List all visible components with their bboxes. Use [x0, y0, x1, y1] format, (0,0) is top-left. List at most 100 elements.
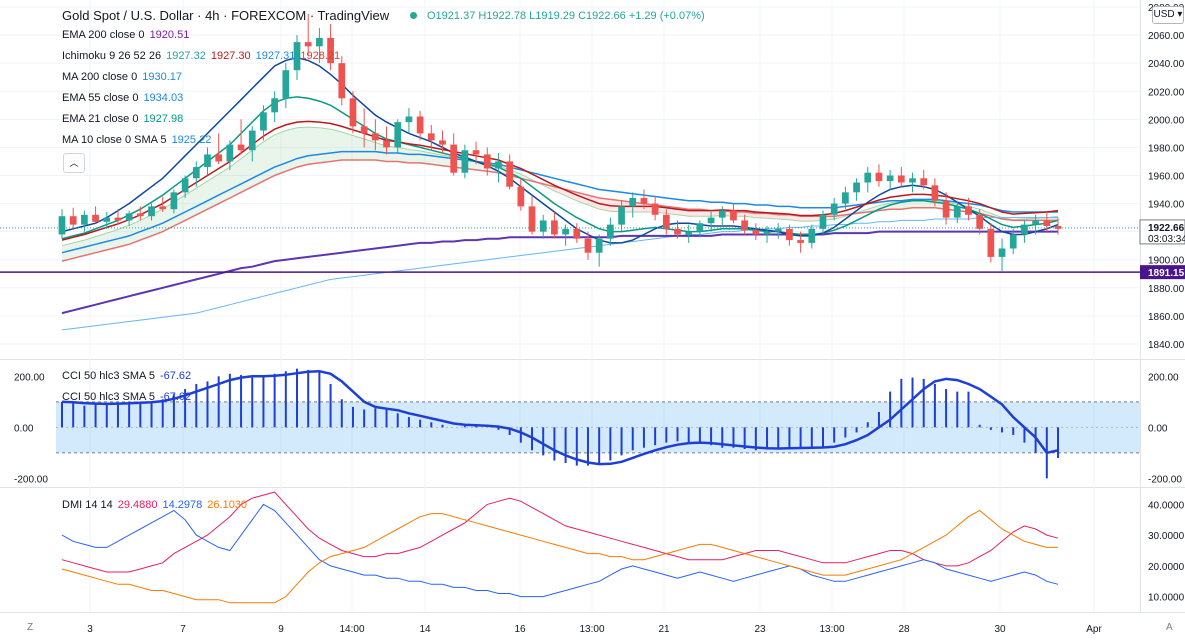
legend-row[interactable]: EMA 55 close 0 1934.03 [62, 91, 188, 105]
chart-title: Gold Spot / U.S. Dollar · 4h · FOREXCOM … [62, 8, 390, 23]
candle [640, 197, 648, 204]
candle [271, 98, 278, 113]
candle [517, 186, 525, 207]
candle [875, 172, 883, 182]
legend-value: 1920.51 [149, 29, 190, 41]
legend-row[interactable]: Ichimoku 9 26 52 26 1927.32 1927.30 1927.31… [62, 49, 345, 63]
candle [551, 220, 558, 235]
last-price-tag [1139, 219, 1185, 245]
candle [125, 213, 133, 221]
ma200-line [61, 217, 1058, 331]
candle [797, 240, 804, 243]
legend-label: CCI 50 hlc3 SMA 5 [62, 370, 155, 382]
legend-row[interactable]: EMA 200 close 0 1920.51 [62, 28, 194, 42]
ema55-line [61, 150, 1058, 254]
cloud-segment [241, 150, 253, 193]
legend-row[interactable]: EMA 21 close 0 1927.98 [62, 112, 188, 126]
cloud-segment [274, 130, 286, 176]
ichimoku-cloud [62, 127, 1058, 262]
time-axis-label: 21 [658, 624, 670, 635]
candle [338, 63, 346, 99]
cloud-segment [297, 127, 309, 168]
legend-label: MA 10 close 0 SMA 5 [62, 134, 167, 146]
candle [853, 182, 860, 193]
cloud-segment [140, 214, 152, 241]
cloud-segment [117, 225, 130, 248]
ema21-line [61, 96, 1059, 240]
ma10-line [61, 56, 1059, 244]
candle [584, 238, 592, 253]
candle [1032, 220, 1039, 225]
candle [539, 220, 547, 232]
candle [81, 214, 88, 225]
candle [248, 130, 256, 151]
candle [819, 214, 827, 229]
cloud-segment [800, 216, 812, 222]
candles [58, 14, 1062, 271]
candle [148, 206, 155, 217]
cloud-segment [129, 220, 141, 245]
candle [360, 126, 368, 134]
candle [607, 224, 614, 239]
zoom-icon[interactable]: Z [27, 622, 34, 633]
dmi-axis-label: 10.0000 [1148, 593, 1185, 604]
candle [573, 228, 581, 239]
candle [282, 70, 290, 99]
symbol-name[interactable]: Gold Spot / U.S. Dollar [62, 8, 194, 23]
time-axis-label: 7 [180, 624, 186, 635]
candle [562, 228, 569, 235]
price-axis-label: 1960.00 [1148, 171, 1185, 182]
candle [595, 238, 603, 253]
legend-row[interactable]: MA 10 close 0 SMA 5 1925.22 [62, 133, 216, 147]
cci-left-axis-label: -200.00 [14, 474, 48, 485]
legend-label: Ichimoku 9 26 52 26 [62, 50, 162, 62]
price-axis-label: 2000.00 [1148, 115, 1185, 126]
support-price-tag [1140, 265, 1185, 280]
cci-legend-row[interactable]: CCI 50 hlc3 SMA 5 -67.62 [62, 369, 196, 383]
time-axis-label: 30 [994, 624, 1006, 635]
cci-bars [61, 368, 1059, 479]
candle [204, 154, 211, 168]
interval[interactable]: 4h [205, 8, 220, 23]
cci-legend-row[interactable]: CCI 50 hlc3 SMA 5 -67.62 [62, 390, 196, 404]
time-axis-label: 9 [278, 624, 284, 635]
candle [786, 228, 793, 241]
cloud-segment [196, 181, 208, 215]
cloud-segment [408, 149, 421, 163]
auto-scale-toggle[interactable]: A [1166, 622, 1173, 633]
candle [159, 206, 167, 210]
candle [58, 216, 66, 235]
candle [226, 144, 234, 162]
dmi-axis-label: 40.0000 [1148, 500, 1185, 511]
legend-value: -67.62 [159, 391, 192, 403]
candle [987, 228, 995, 257]
price-axis-label: 1940.00 [1148, 200, 1185, 211]
candle [707, 217, 715, 224]
candle [965, 206, 972, 215]
dmi-legend-row[interactable]: DMI 14 14 29.4880 14.2978 26.1030 [62, 498, 252, 512]
cloud-segment [912, 200, 924, 208]
candle [170, 192, 178, 210]
legend-value: 1928.21 [300, 50, 341, 62]
candle [920, 178, 928, 186]
cci-axis-label: -200.00 [1148, 474, 1182, 485]
legend-value: 1925.22 [171, 134, 212, 146]
candle [730, 210, 737, 221]
cloud-segment [330, 129, 342, 162]
candle [293, 42, 301, 71]
candle [483, 154, 491, 169]
candle [752, 230, 760, 235]
time-axis-label: Apr [1086, 624, 1102, 635]
support-price-label: 1891.15 [1148, 268, 1185, 279]
ohlc-readout: O1921.37 H1922.78 L1919.29 C1922.66 +1.2… [410, 10, 705, 22]
dmi-di-line [61, 503, 1059, 598]
collapse-legend-button[interactable]: ︿ [63, 153, 85, 173]
candle [528, 206, 536, 232]
candle [953, 206, 961, 218]
candle [897, 175, 905, 183]
candle [886, 175, 894, 182]
currency-selector[interactable]: USD ▾ [1152, 6, 1184, 24]
legend-row[interactable]: MA 200 close 0 1930.17 [62, 70, 187, 84]
candle [718, 210, 726, 218]
